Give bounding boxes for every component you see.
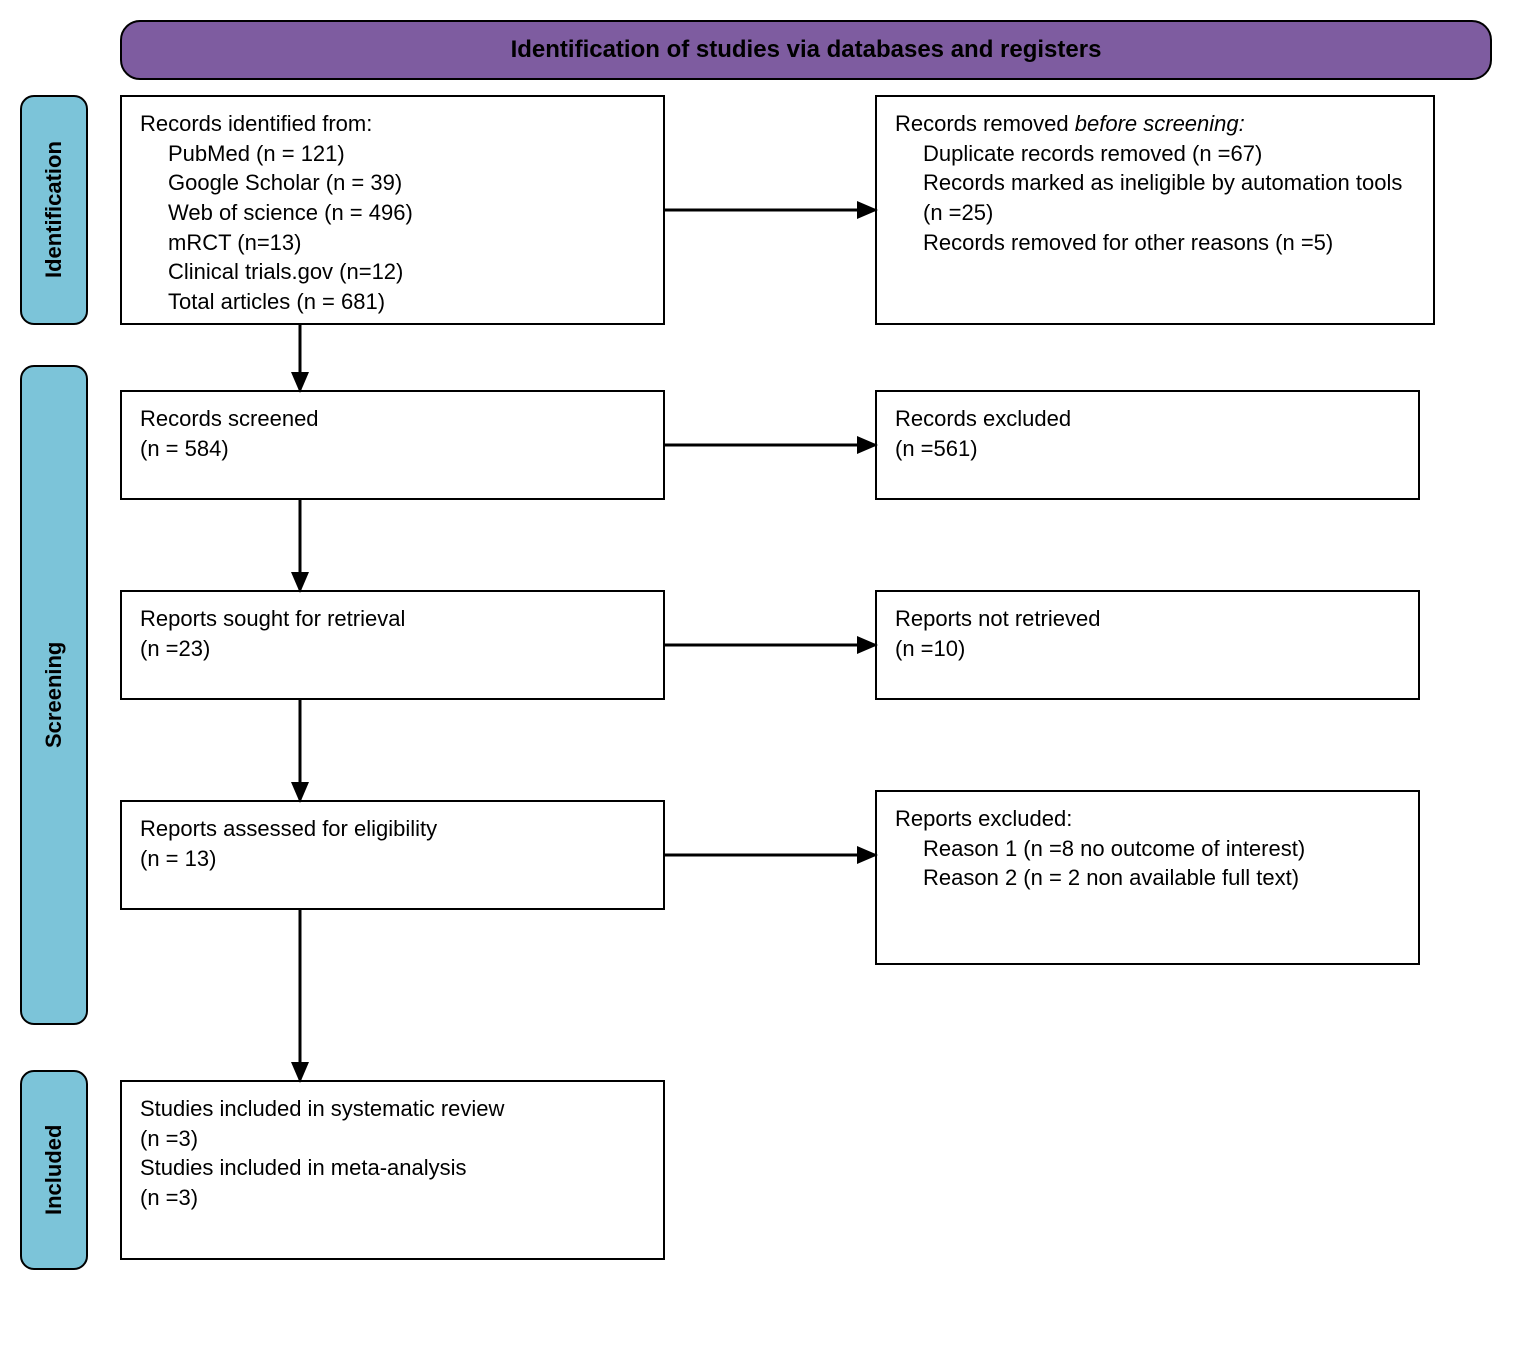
box-reports-sought: Reports sought for retrieval(n =23)	[120, 590, 665, 700]
box-records-identified: Records identified from:PubMed (n = 121)…	[120, 95, 665, 325]
box-reports-not-retrieved: Reports not retrieved(n =10)	[875, 590, 1420, 700]
stage-included: Included	[20, 1070, 88, 1270]
header-text: Identification of studies via databases …	[511, 36, 1102, 64]
prisma-flowchart: Identification of studies via databases …	[20, 20, 1494, 1342]
stage-screening-text: Screening	[41, 642, 67, 748]
stage-included-text: Included	[41, 1125, 67, 1215]
stage-identification: Identification	[20, 95, 88, 325]
box-records-excluded: Records excluded(n =561)	[875, 390, 1420, 500]
box-records-screened: Records screened(n = 584)	[120, 390, 665, 500]
box-studies-included: Studies included in systematic review(n …	[120, 1080, 665, 1260]
box-records-removed-before-screening: Records removed before screening:Duplica…	[875, 95, 1435, 325]
stage-screening: Screening	[20, 365, 88, 1025]
box-reports-assessed: Reports assessed for eligibility(n = 13)	[120, 800, 665, 910]
stage-identification-text: Identification	[41, 142, 67, 279]
box-reports-excluded: Reports excluded:Reason 1 (n =8 no outco…	[875, 790, 1420, 965]
header-bar: Identification of studies via databases …	[120, 20, 1492, 80]
